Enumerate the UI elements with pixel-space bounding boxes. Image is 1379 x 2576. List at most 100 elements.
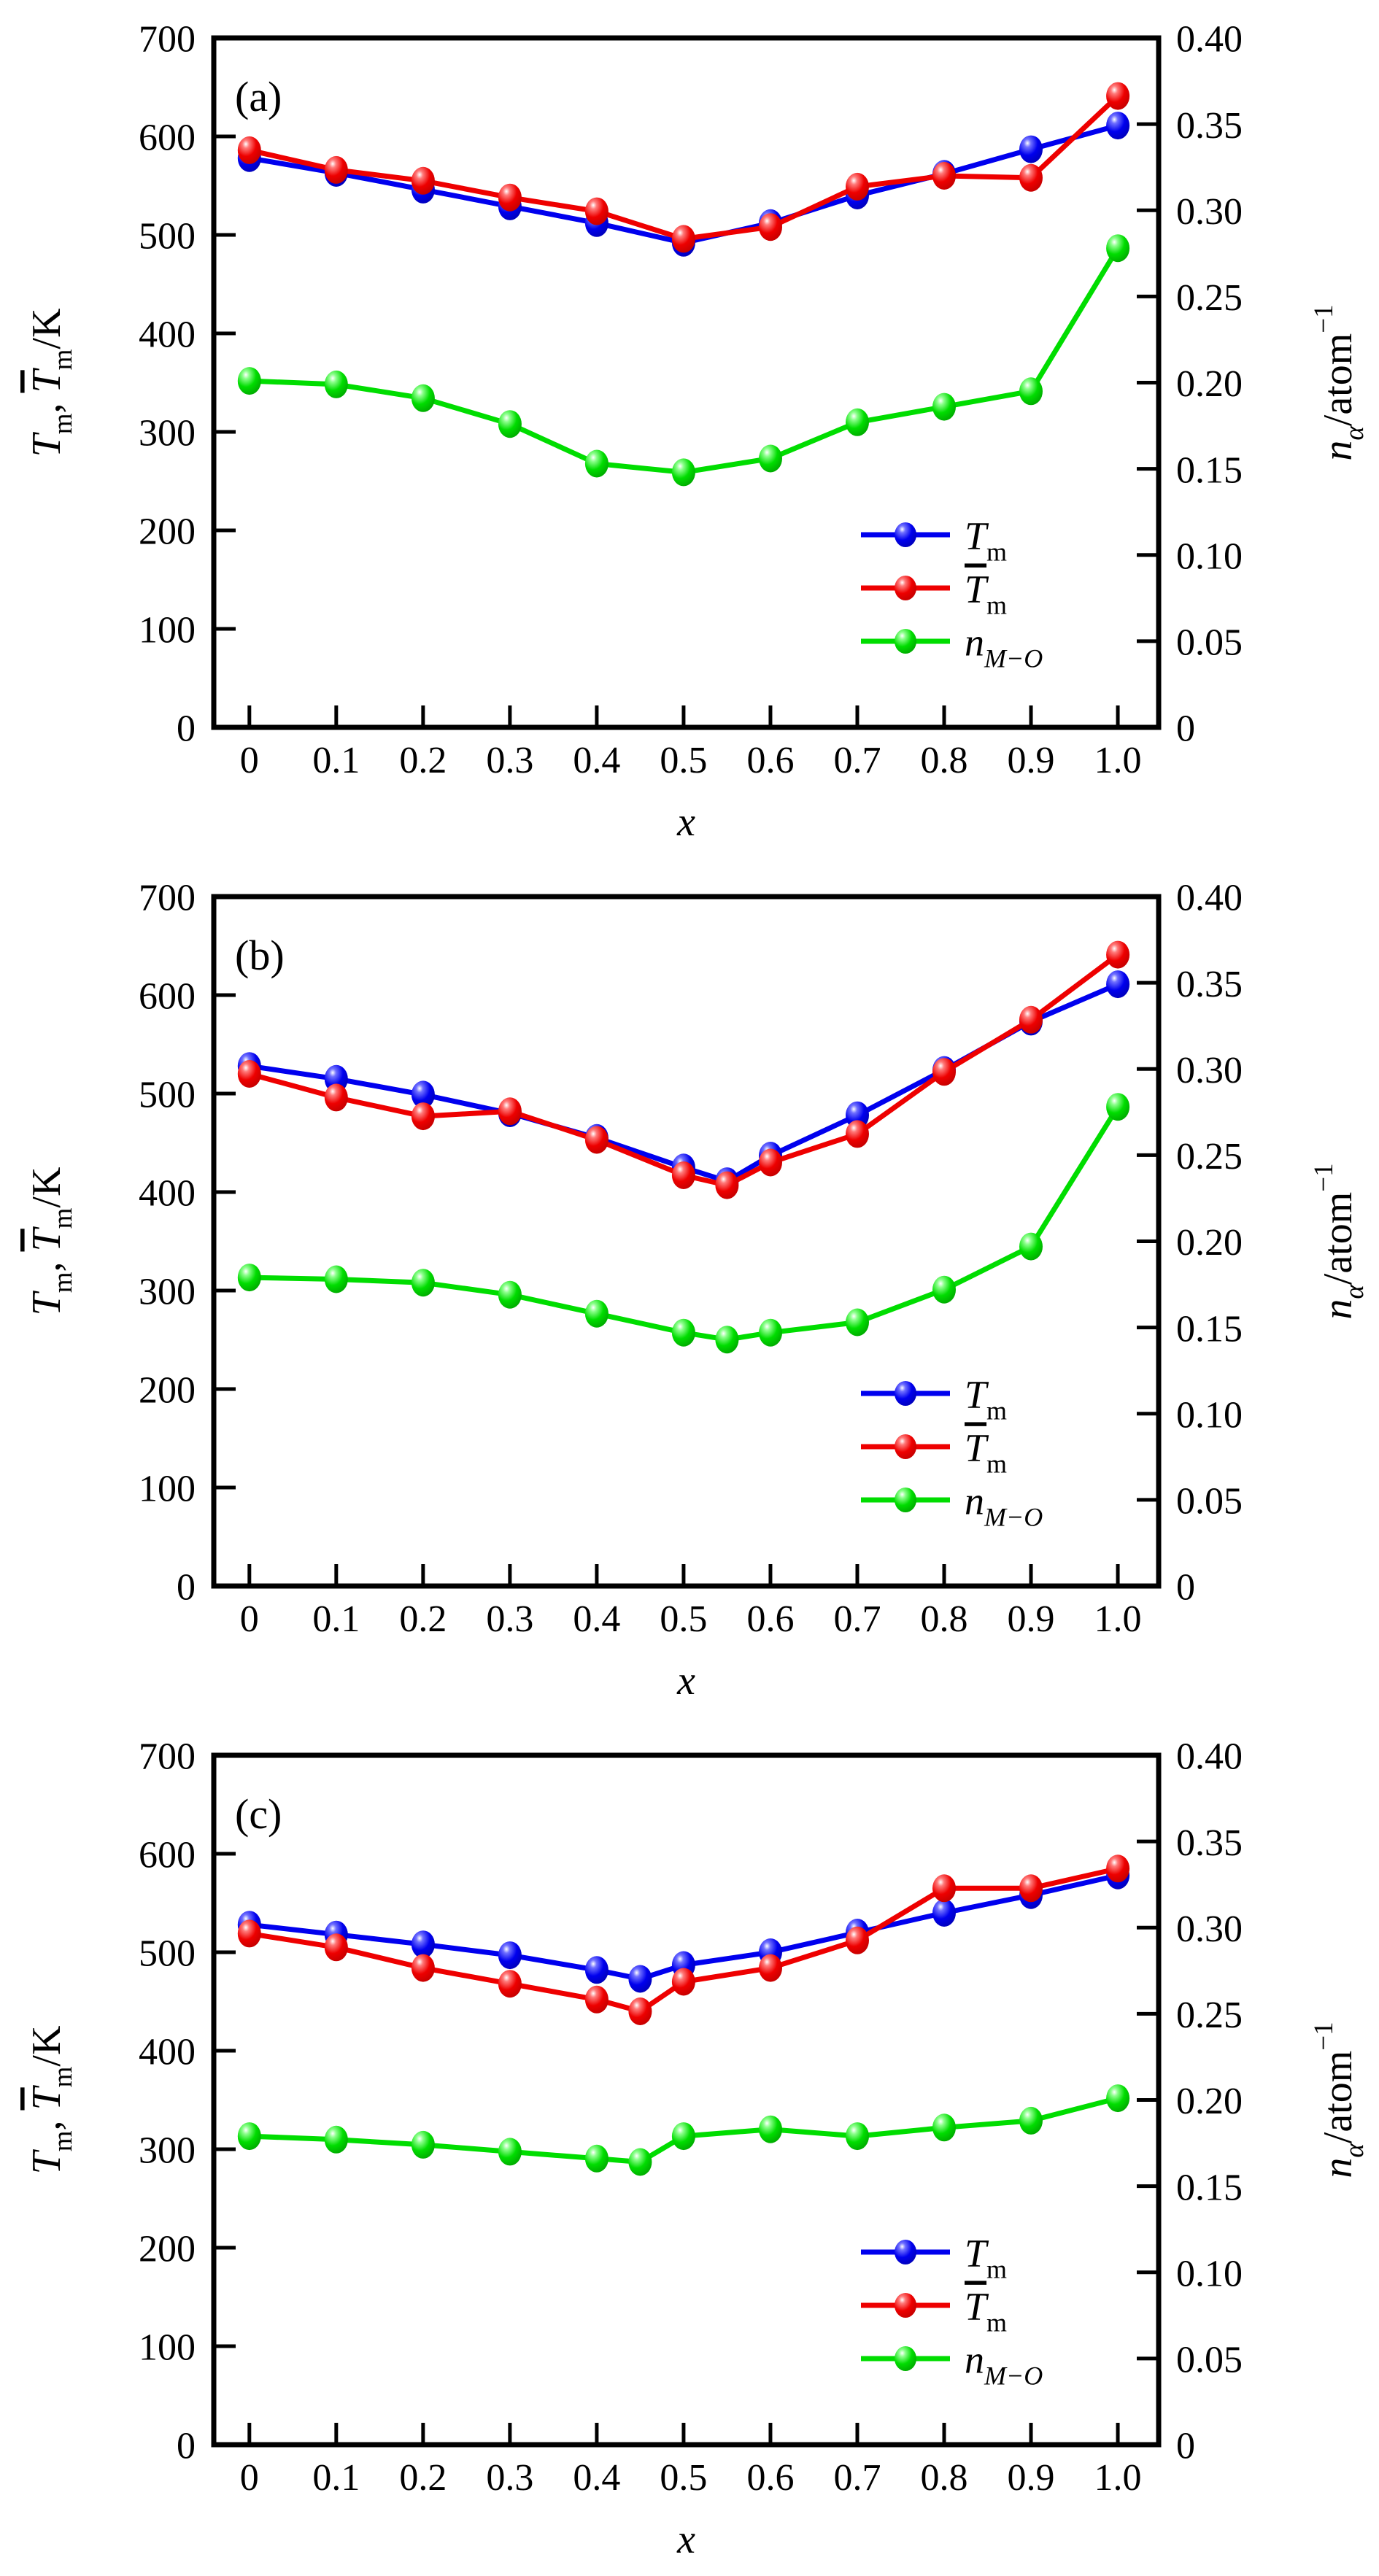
label-part: T (965, 2284, 989, 2328)
label-part: m (48, 1272, 78, 1293)
x-tick-label: 0.4 (573, 740, 620, 781)
x-tick-label: 0.9 (1008, 2457, 1055, 2499)
label-part: M−O (984, 643, 1043, 673)
legend-item-tm-bar: Tm (861, 567, 1007, 619)
panel-label: (c) (235, 1790, 282, 1838)
chart-panel-a: 010020030040050060070000.050.100.150.200… (0, 0, 1379, 859)
y-left-axis-label: Tm, Tm/K (24, 2026, 78, 2175)
data-point-marker (584, 1126, 609, 1154)
x-tick-label: 0.7 (833, 740, 881, 781)
x-tick-label: 0.9 (1008, 1598, 1055, 1640)
chart-panel-c: 010020030040050060070000.050.100.150.200… (0, 1717, 1379, 2576)
legend-label: nM−O (965, 620, 1043, 673)
axis-ticks (214, 894, 1159, 1588)
data-point-marker (932, 1899, 956, 1927)
legend-item-tm-bar: Tm (861, 2284, 1007, 2337)
data-point-marker (584, 1956, 609, 1984)
data-point-marker (628, 2148, 652, 2176)
series-tm (237, 970, 1130, 1196)
legend-marker (895, 2346, 916, 2371)
data-point-marker (846, 1308, 869, 1337)
data-point-marker (498, 1941, 522, 1970)
data-point-marker (671, 1161, 695, 1189)
y-right-axis-label: nα/atom−1 (1309, 1163, 1370, 1319)
y-right-tick-label: 0 (1176, 1567, 1195, 1609)
data-point-marker (932, 1058, 956, 1086)
legend-marker (895, 2293, 916, 2318)
data-point-marker (584, 1985, 609, 2014)
data-point-marker (846, 172, 869, 201)
y-right-tick-label: 0.05 (1176, 2340, 1243, 2381)
y-right-tick-label: 0.25 (1176, 277, 1243, 319)
label-part: m (986, 1449, 1007, 1478)
x-axis-label: x (676, 2517, 695, 2562)
y-left-tick-label: 0 (177, 1567, 196, 1609)
label-part: m (986, 1396, 1007, 1425)
data-point-marker (1106, 940, 1130, 969)
data-point-marker (932, 162, 956, 190)
plot-border (211, 894, 1162, 1589)
x-tick-label: 0 (240, 2457, 259, 2499)
data-point-marker (411, 166, 435, 195)
data-point-marker (932, 392, 956, 421)
label-part: T (24, 2148, 69, 2174)
data-point-marker (671, 458, 695, 487)
series-tm-bar (237, 1854, 1130, 2025)
label-part: /K (24, 1167, 69, 1208)
data-point-marker (324, 1933, 348, 1962)
label-part: , (24, 393, 69, 414)
label-part: T (24, 368, 69, 393)
data-point-marker (932, 2113, 956, 2142)
data-point-marker (237, 1264, 261, 1292)
data-point-marker (759, 1318, 782, 1347)
label-part: M−O (984, 2361, 1043, 2390)
y-left-tick-label: 600 (139, 117, 196, 159)
data-point-marker (498, 1970, 522, 1998)
data-point-marker (411, 384, 435, 412)
y-left-tick-label: 400 (139, 314, 196, 356)
legend-label: nM−O (965, 1479, 1043, 1531)
series-tm-bar (237, 82, 1130, 253)
data-point-marker (671, 1968, 695, 1996)
data-point-marker (1019, 1005, 1043, 1034)
y-right-tick-label: 0 (1176, 708, 1195, 750)
data-point-marker (1106, 1854, 1130, 1883)
legend-label: Tm (965, 1372, 1007, 1425)
label-part: /K (24, 2026, 69, 2067)
y-right-tick-label: 0.40 (1176, 19, 1243, 61)
legend-label: Tm (965, 567, 1007, 619)
series-n-m-o (237, 1093, 1130, 1354)
data-point-marker (932, 1874, 956, 1903)
data-point-marker (498, 183, 522, 212)
y-left-tick-label: 200 (139, 511, 196, 553)
y-left-tick-label: 500 (139, 1075, 196, 1116)
y-right-axis-label: nα/atom−1 (1309, 2022, 1370, 2178)
y-left-tick-label: 0 (177, 2426, 196, 2467)
x-tick-label: 0.4 (573, 2457, 620, 2499)
x-tick-label: 1.0 (1094, 2457, 1142, 2499)
y-right-tick-label: 0.35 (1176, 105, 1243, 147)
data-point-marker (237, 1060, 261, 1088)
y-right-tick-label: 0.30 (1176, 191, 1243, 233)
data-point-marker (715, 1326, 739, 1354)
data-point-marker (237, 136, 261, 164)
label-part: m (986, 537, 1007, 566)
y-right-tick-label: 0.20 (1176, 363, 1243, 405)
y-right-tick-label: 0.35 (1176, 964, 1243, 1005)
series-line (249, 981, 1119, 1184)
y-left-tick-label: 700 (139, 19, 196, 61)
series-line (249, 1105, 1121, 1342)
label-part: −1 (1309, 2022, 1339, 2050)
data-point-marker (324, 2125, 348, 2154)
label-part: n (1316, 2158, 1361, 2178)
legend-item-n-m-o: nM−O (861, 1479, 1043, 1531)
y-right-tick-label: 0.35 (1176, 1822, 1243, 1864)
series-line (249, 1865, 1119, 2014)
x-tick-label: 1.0 (1094, 1598, 1142, 1640)
data-point-marker (584, 1299, 609, 1328)
y-left-tick-label: 300 (139, 1272, 196, 1313)
tick-labels: 010020030040050060070000.050.100.150.200… (139, 1736, 1243, 2499)
label-part: T (965, 1426, 989, 1469)
y-right-tick-label: 0.10 (1176, 535, 1243, 577)
